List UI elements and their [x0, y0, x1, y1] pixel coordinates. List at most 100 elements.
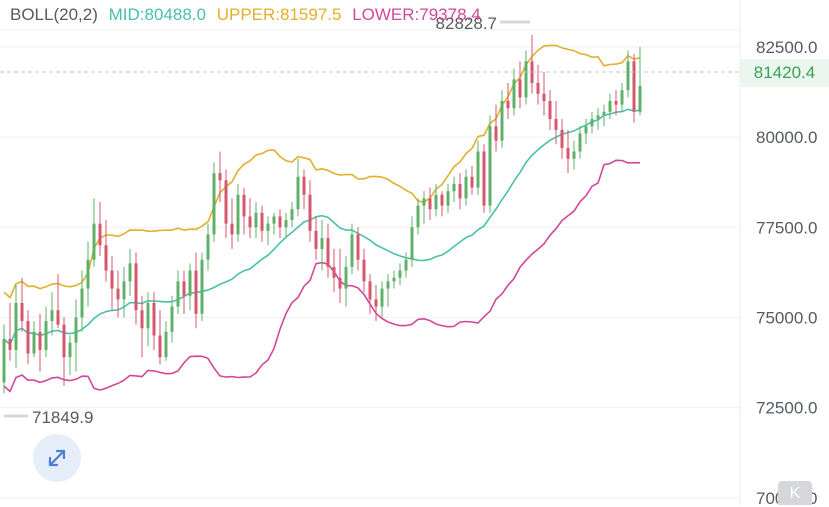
- legend-mid: MID:80488.0: [108, 5, 206, 24]
- candle-body: [194, 270, 198, 314]
- y-tick-label: 77500.0: [756, 218, 817, 237]
- grid-lines: [0, 0, 741, 505]
- lower-band-line: [3, 159, 641, 393]
- candle-body: [104, 245, 108, 271]
- candle-body: [488, 126, 492, 206]
- candle-body: [566, 147, 570, 159]
- candle-body: [206, 234, 210, 260]
- candle-body: [140, 310, 144, 329]
- kline-badge[interactable]: K: [778, 481, 812, 505]
- candle-body: [362, 259, 366, 282]
- candle-body: [482, 151, 486, 206]
- candle-body: [476, 151, 480, 188]
- candle-body: [74, 317, 78, 343]
- candle-body: [314, 230, 318, 249]
- candle-body: [182, 281, 186, 296]
- candle-body: [224, 180, 228, 224]
- candle-body: [26, 321, 30, 354]
- y-tick-label: 80000.0: [756, 128, 817, 147]
- candle-body: [434, 194, 438, 210]
- expand-arrows-icon: [48, 449, 66, 467]
- candle-body: [158, 335, 162, 358]
- candle-body: [212, 173, 216, 235]
- candle-body: [464, 176, 468, 199]
- candle-body: [494, 126, 498, 141]
- candle-body: [512, 79, 516, 109]
- candle-body: [38, 331, 42, 350]
- legend-lower: LOWER:79378.4: [352, 5, 481, 24]
- candle-body: [584, 126, 588, 134]
- candle-body: [578, 133, 582, 152]
- y-tick-label: 72500.0: [756, 399, 817, 418]
- candle-body: [272, 216, 276, 224]
- candle-body: [422, 198, 426, 206]
- candle-body: [410, 227, 414, 260]
- candle-body: [626, 61, 630, 91]
- candle-body: [284, 220, 288, 228]
- candle-body: [392, 277, 396, 282]
- candle-body: [404, 259, 408, 271]
- candle-body: [614, 101, 618, 105]
- candle-body: [374, 299, 378, 307]
- candle-body: [236, 194, 240, 235]
- candle-body: [8, 339, 12, 350]
- candle-body: [308, 194, 312, 231]
- upper-band-line: [3, 44, 641, 299]
- candle-body: [32, 331, 36, 354]
- fullscreen-button[interactable]: [33, 434, 81, 482]
- candle-body: [368, 281, 372, 300]
- y-axis: 82500.080000.077500.075000.072500.070000…: [756, 38, 817, 505]
- high-marker-label: 82828.7: [436, 14, 497, 33]
- candle-body: [98, 223, 102, 246]
- candle-body: [446, 191, 450, 206]
- candle-body: [620, 90, 624, 105]
- candle-body: [302, 176, 306, 195]
- y-tick-label: 82500.0: [756, 38, 817, 57]
- candle-body: [332, 266, 336, 278]
- candle-body: [608, 101, 612, 112]
- candle-body: [176, 281, 180, 307]
- candle-body: [326, 238, 330, 267]
- indicator-legend: BOLL(20,2) MID:80488.0 UPPER:81597.5 LOW…: [10, 5, 487, 25]
- candle-body: [116, 288, 120, 300]
- candle-body: [164, 331, 168, 358]
- candle-body: [218, 173, 222, 181]
- candle-body: [500, 101, 504, 141]
- candles: [2, 35, 642, 394]
- candle-body: [536, 82, 540, 94]
- candle-body: [170, 306, 174, 332]
- candle-body: [296, 176, 300, 210]
- candle-body: [596, 115, 600, 120]
- candle-body: [590, 119, 594, 127]
- legend-indicator-name: BOLL(20,2): [10, 5, 98, 24]
- candle-body: [632, 61, 636, 112]
- candle-body: [92, 223, 96, 260]
- candle-body: [2, 339, 6, 383]
- candle-body: [428, 198, 432, 210]
- candle-body: [416, 205, 420, 228]
- candle-body: [152, 303, 156, 336]
- candle-body: [44, 321, 48, 350]
- price-markers: 82828.7 71849.9: [0, 14, 740, 427]
- candle-body: [506, 101, 510, 109]
- candle-body: [290, 209, 294, 221]
- candle-body: [56, 310, 60, 325]
- candle-body: [278, 216, 282, 228]
- candle-body: [602, 111, 606, 116]
- candle-body: [200, 259, 204, 314]
- candle-body: [350, 234, 354, 267]
- mid-band-line: [3, 108, 641, 346]
- candle-body: [50, 310, 54, 322]
- low-marker-label: 71849.9: [32, 408, 93, 427]
- candle-body: [542, 93, 546, 101]
- candle-body: [62, 324, 66, 358]
- candle-body: [110, 270, 114, 289]
- candle-body: [68, 342, 72, 358]
- candle-body: [638, 85, 642, 112]
- candle-body: [344, 266, 348, 289]
- candle-body: [470, 176, 474, 188]
- candle-body: [122, 281, 126, 300]
- candle-body: [452, 183, 456, 192]
- candle-body: [554, 119, 558, 130]
